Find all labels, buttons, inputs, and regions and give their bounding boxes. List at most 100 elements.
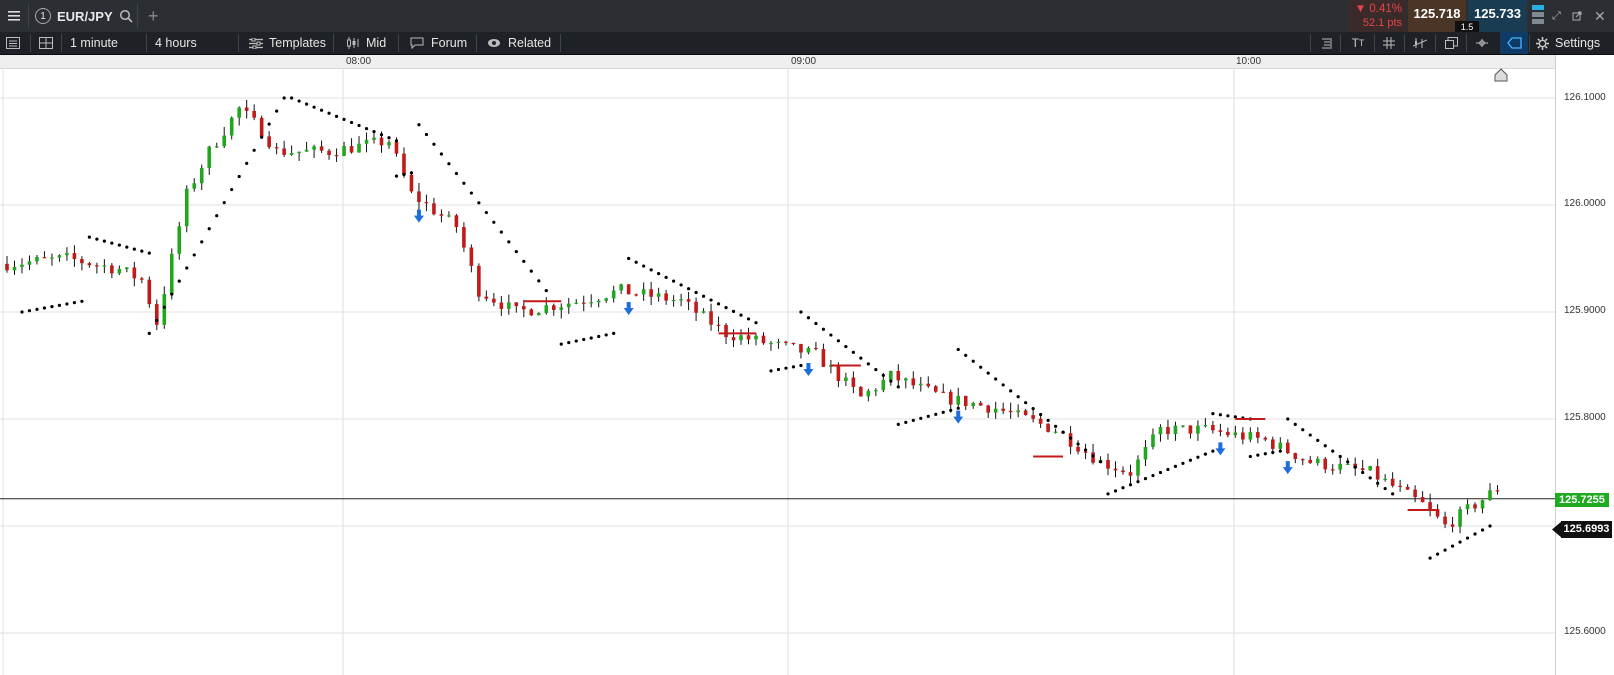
templates-button[interactable]: Templates: [249, 32, 326, 54]
candle-body: [589, 302, 594, 304]
speech-bubble-icon: [410, 37, 424, 49]
candle-body: [169, 253, 174, 295]
grid-icon[interactable]: [1381, 32, 1397, 54]
candle-body: [184, 188, 189, 227]
range-selector[interactable]: 4 hours: [155, 36, 197, 50]
sar-dot: [312, 105, 316, 109]
sar-dot: [72, 301, 77, 305]
candle-body: [1390, 478, 1395, 486]
candle-body: [1106, 459, 1110, 469]
sar-dot: [911, 418, 915, 422]
close-icon[interactable]: ✕: [1594, 7, 1606, 24]
search-icon[interactable]: [119, 9, 133, 23]
popout-icon[interactable]: [1572, 0, 1582, 32]
home-marker-icon[interactable]: [1494, 68, 1508, 87]
sar-dot: [462, 181, 466, 185]
sar-dot: [1458, 540, 1462, 544]
price-type-button[interactable]: Mid: [346, 32, 386, 54]
sar-dot: [1039, 412, 1043, 417]
candle-body: [1166, 426, 1170, 435]
sar-dot: [35, 307, 39, 311]
candle-body: [1031, 415, 1035, 419]
candle-body: [125, 267, 129, 270]
candle-body: [319, 146, 324, 151]
candle-body: [679, 299, 683, 301]
candle-body: [1293, 453, 1298, 460]
candle-body: [1360, 468, 1365, 471]
sar-dot: [514, 249, 518, 254]
sar-dot: [499, 230, 503, 234]
sar-dot: [709, 298, 713, 302]
candle-body: [926, 383, 931, 387]
sar-dot: [319, 108, 324, 112]
layout-grid-icon[interactable]: [39, 32, 53, 54]
candle-body: [776, 341, 781, 343]
candle-body: [1233, 432, 1238, 436]
candle-body: [596, 300, 601, 303]
candle-body: [896, 370, 901, 381]
sar-dot: [1068, 436, 1073, 440]
sar-dot: [275, 109, 279, 113]
candle-body: [514, 302, 519, 307]
forum-button[interactable]: Forum: [410, 32, 467, 54]
hamburger-menu-icon[interactable]: [4, 0, 24, 32]
candle-body: [387, 142, 391, 146]
candle-body: [1488, 490, 1492, 501]
tag-tool-button[interactable]: [1500, 32, 1528, 54]
candle-body: [147, 279, 152, 305]
candle-body: [1128, 472, 1133, 476]
candle-body: [484, 296, 489, 299]
sar-dot: [1001, 383, 1005, 387]
current-price-tag: 125.7255: [1555, 493, 1609, 507]
settings-button[interactable]: Settings: [1536, 32, 1600, 54]
candle-body: [1256, 432, 1260, 438]
related-button[interactable]: Related: [487, 32, 551, 54]
sar-dot: [956, 406, 960, 410]
divider: [398, 34, 399, 52]
candle-body: [1151, 434, 1155, 447]
price-chart[interactable]: [0, 68, 1555, 675]
price-axis-label: 125.8000: [1564, 412, 1606, 423]
sar-dot: [447, 162, 451, 166]
sar-dot: [746, 317, 751, 321]
candle-body: [1285, 442, 1290, 454]
list-view-icon[interactable]: [6, 32, 20, 54]
candle-body: [259, 117, 264, 137]
top-bar: 1 EUR/JPY + ▼ 0.41% 52.1 pts 125.718 125…: [0, 0, 1614, 33]
sar-dot: [979, 365, 983, 369]
sar-dot: [559, 342, 563, 346]
instrument-tab[interactable]: 1 EUR/JPY: [35, 0, 133, 32]
sar-dot: [80, 299, 84, 303]
candle-body: [656, 293, 661, 297]
candle-body: [724, 324, 728, 338]
sar-dot: [342, 117, 346, 121]
drawing-tools-icon[interactable]: [1411, 32, 1429, 54]
sar-dot: [432, 142, 436, 146]
interval-selector[interactable]: 1 minute: [70, 36, 118, 50]
expand-icon[interactable]: ⤢: [1552, 9, 1561, 22]
candle-body: [948, 391, 953, 405]
panel-list-icon[interactable]: [1318, 32, 1334, 54]
candle-body: [566, 303, 571, 308]
candle-body: [492, 298, 496, 303]
candle-body: [971, 402, 976, 407]
candle-body: [379, 137, 384, 146]
candle-body: [709, 311, 713, 325]
candle-body: [1480, 500, 1485, 509]
crosshair-icon[interactable]: [1474, 32, 1490, 54]
candle-body: [701, 311, 706, 313]
sar-dot: [1203, 452, 1207, 456]
sar-dot: [627, 256, 631, 261]
candle-body: [297, 151, 301, 154]
copy-layers-icon[interactable]: [1443, 32, 1459, 54]
sar-dot: [694, 290, 698, 295]
candle-body: [874, 390, 878, 392]
candle-body: [686, 299, 691, 302]
sar-dot: [1046, 418, 1050, 423]
sell-signal-arrow: [953, 410, 964, 424]
sar-dot: [1383, 486, 1387, 491]
add-tab-icon[interactable]: +: [148, 5, 159, 26]
candle-body: [462, 227, 466, 248]
sar-dot: [829, 333, 833, 337]
